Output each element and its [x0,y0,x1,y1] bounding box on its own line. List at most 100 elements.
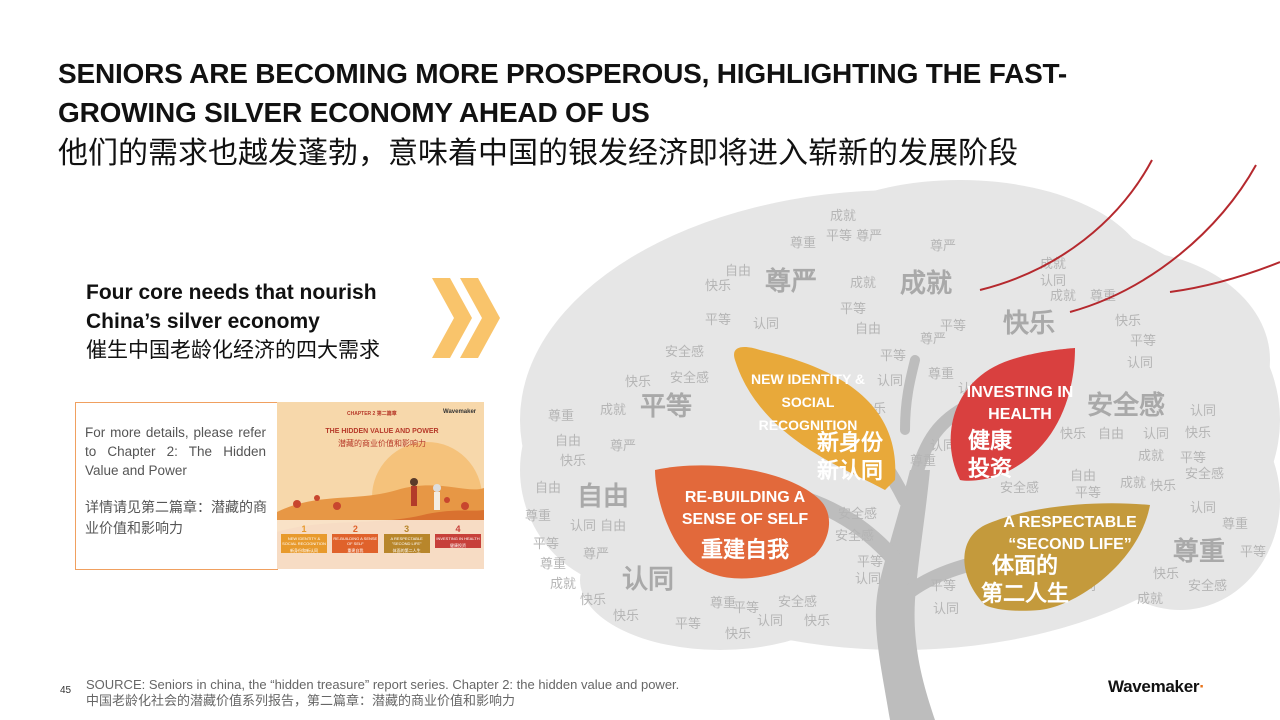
report-items: 1 NEW IDENTITY & SOCIAL RECOGNITION 新身份和… [281,524,481,553]
svg-text:成就: 成就 [600,403,626,418]
slide-title-cn: 他们的需求也越发蓬勃，意味着中国的银发经济即将进入崭新的发展阶段 [58,136,1018,171]
brand-logo: Wavemaker· [1108,677,1205,697]
svg-text:平等: 平等 [705,312,731,328]
svg-text:认同: 认同 [622,565,674,595]
svg-text:成就: 成就 [1138,449,1164,464]
svg-text:平等: 平等 [930,578,956,594]
svg-text:尊严: 尊严 [765,266,817,297]
svg-text:尊重: 尊重 [790,235,816,251]
core-needs-line-1: Four core needs that nourish [86,281,377,304]
tree-trunk [875,470,935,720]
source-note-cn: 中国老龄化社会的潜藏价值系列报告，第二篇章：潜藏的商业价值和影响力 [86,694,516,709]
svg-text:平等: 平等 [533,536,559,552]
report-item: 2 RE-BUILDING A SENSE OF SELF 重建自我 [332,524,379,553]
svg-text:尊重: 尊重 [1173,536,1225,567]
core-needs-line-3: 催生中国老龄化经济的四大需求 [86,338,380,362]
report-item: 1 NEW IDENTITY & SOCIAL RECOGNITION 新身份和… [281,524,327,553]
svg-text:自由: 自由 [535,481,561,496]
double-chevron-icon [432,278,500,358]
details-text-en: For more details, please refer to Chapte… [85,425,266,478]
report-cover-thumbnail[interactable]: CHAPTER 2 第二篇章 Wavemaker THE HIDDEN VALU… [277,402,484,569]
leaf-label-investing-health-cn: 健康 投资 [967,429,1012,482]
svg-text:尊严: 尊严 [583,546,609,562]
leaf-label-new-identity: NEW IDENTITY & SOCIAL RECOGNITION [750,371,866,433]
svg-text:尊重: 尊重 [525,508,551,524]
svg-text:快乐: 快乐 [580,593,606,608]
svg-text:安全感: 安全感 [670,370,709,386]
svg-text:认同 自由: 认同 自由 [570,519,626,534]
svg-text:尊重: 尊重 [910,453,936,469]
svg-text:成就: 成就 [1120,476,1146,491]
svg-text:自由: 自由 [855,322,881,337]
svg-text:认同: 认同 [753,317,779,332]
svg-text:认同: 认同 [877,374,903,389]
tree-canopy [520,180,1280,650]
leaf-label-second-life: A RESPECTABLE “SECOND LIFE” [1003,514,1137,553]
slide-title-en: SENIORS ARE BECOMING MORE PROSPEROUS, HI… [58,58,1068,128]
svg-text:快乐: 快乐 [625,375,651,390]
svg-text:快乐: 快乐 [1150,479,1176,494]
leaf-label-investing-health: INVESTING IN HEALTH [966,384,1074,423]
svg-text:尊重: 尊重 [928,366,954,382]
svg-text:平等 尊严: 平等 尊严 [826,228,882,244]
details-box [75,402,278,570]
svg-text:安全感: 安全感 [1188,578,1227,594]
svg-text:认同: 认同 [757,614,783,629]
svg-text:快乐: 快乐 [804,614,830,629]
report-title-en: THE HIDDEN VALUE AND POWER [325,428,439,435]
report-title-cn: 潜藏的商业价值和影响力 [338,439,426,448]
svg-text:尊重: 尊重 [1222,516,1248,532]
svg-text:成就: 成就 [1050,289,1076,304]
svg-text:尊重: 尊重 [540,556,566,572]
svg-text:快乐: 快乐 [1153,567,1179,582]
svg-text:快乐: 快乐 [1003,309,1055,339]
svg-text:认同: 认同 [1190,501,1216,516]
svg-text:认同: 认同 [1190,404,1216,419]
svg-text:快乐: 快乐 [613,609,639,624]
svg-text:平等: 平等 [640,391,692,422]
svg-text:平等: 平等 [1180,450,1206,466]
leaf-label-rebuilding-self: RE-BUILDING A SENSE OF SELF 重建自我 [681,489,809,563]
details-text-cn: 详情请见第二篇章：潜藏的商业价值和影响力 [85,500,267,537]
svg-text:尊重: 尊重 [548,408,574,424]
source-note-en: SOURCE: Seniors in china, the “hidden tr… [86,677,680,692]
svg-text:平等: 平等 [1075,485,1101,501]
svg-text:自由: 自由 [1070,469,1096,484]
tree-word-cloud: 成就 尊重 平等 尊严 自由 尊严 成就 快乐 平等 安全感 自由 认同 尊重 … [525,209,1266,642]
svg-text:成就: 成就 [1040,257,1066,272]
svg-text:安全感: 安全感 [838,506,877,522]
svg-text:成就: 成就 [830,209,856,224]
svg-text:认同: 认同 [855,572,881,587]
svg-text:认同: 认同 [1070,579,1096,594]
svg-text:平等: 平等 [1130,333,1156,349]
core-needs-heading: Four core needs that nourish China’s sil… [86,278,446,365]
svg-text:认同: 认同 [1143,427,1169,442]
svg-text:认同: 认同 [933,602,959,617]
core-needs-line-2: China’s silver economy [86,310,320,333]
svg-text:成就: 成就 [850,276,876,291]
page-number: 45 [60,685,72,696]
svg-text:平等: 平等 [880,348,906,364]
svg-text:尊严: 尊严 [920,331,946,347]
svg-text:安全感: 安全感 [665,344,704,360]
svg-text:安全感: 安全感 [1185,466,1224,482]
svg-text:安全感: 安全感 [778,594,817,610]
source-note: SOURCE: Seniors in china, the “hidden tr… [86,676,679,710]
svg-text:快乐: 快乐 [560,454,586,469]
svg-text:平等: 平等 [1240,544,1266,560]
svg-text:平等: 平等 [733,600,759,616]
svg-text:平等: 平等 [940,318,966,334]
brand-dot-icon: · [1199,677,1205,696]
svg-text:快乐: 快乐 [1115,314,1141,329]
svg-text:自由: 自由 [555,434,581,449]
report-brand: Wavemaker [443,409,477,415]
report-item: 3 A RESPECTABLE "SECOND LIFE" 体面的第二人生 [383,524,430,553]
svg-text:快乐: 快乐 [725,627,751,642]
report-item: 4 INVESTING IN HEALTH 健康投资 [434,524,481,548]
svg-text:成就: 成就 [1137,592,1163,607]
leaf-label-new-identity-cn: 新身份 新认同 [816,431,883,484]
svg-text:尊严: 尊严 [610,438,636,454]
svg-text:平等: 平等 [675,616,701,632]
svg-text:尊严: 尊严 [930,238,956,254]
svg-text:自由: 自由 [577,481,629,512]
